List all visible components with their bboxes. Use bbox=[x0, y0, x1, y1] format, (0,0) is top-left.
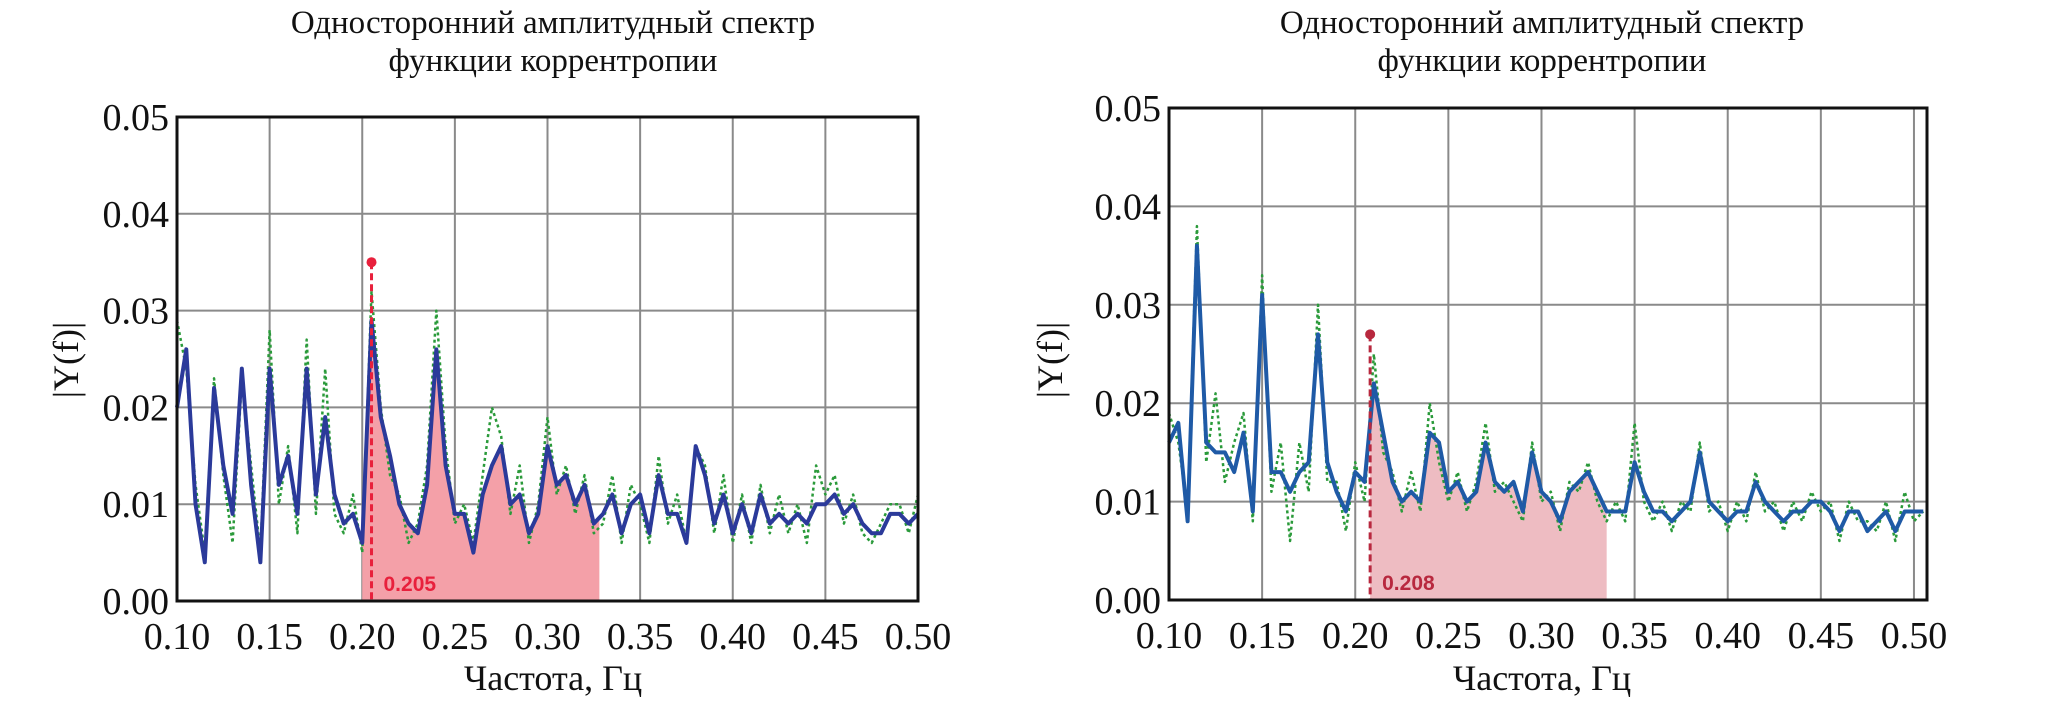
y-tick-label: 0.00 bbox=[1095, 580, 1162, 622]
chart-left: Односторонний амплитудный спектр функции… bbox=[46, 5, 815, 698]
x-tick-label: 0.50 bbox=[885, 616, 952, 658]
y-tick-label: 0.00 bbox=[103, 581, 170, 623]
y-tick-label: 0.02 bbox=[1095, 383, 1162, 425]
chart-title-line2: функции коррентропии bbox=[1378, 43, 1707, 79]
y-tick-label: 0.04 bbox=[103, 194, 170, 236]
plot-area: 0.10 0.15 0.20 0.25 0.30 0.35 0.40 0.45 0.50 0.00… bbox=[1095, 88, 1948, 657]
plot-frame bbox=[175, 115, 920, 603]
y-axis-label: |Y(f)| bbox=[46, 322, 86, 398]
chart-title-line1: Односторонний амплитудный спектр bbox=[291, 5, 815, 41]
x-tick-label: 0.20 bbox=[329, 616, 396, 658]
x-tick-label: 0.15 bbox=[1229, 615, 1296, 657]
x-tick-label: 0.45 bbox=[792, 616, 859, 658]
peak-marker-dot bbox=[1365, 329, 1376, 340]
y-axis-label: |Y(f)| bbox=[1030, 322, 1070, 398]
x-tick-label: 0.10 bbox=[1136, 615, 1203, 657]
x-tick-label: 0.35 bbox=[607, 616, 674, 658]
peak-marker-label: 0.205 bbox=[384, 573, 437, 596]
chart-right: Односторонний амплитудный спектр функции… bbox=[1030, 5, 1804, 698]
x-axis-label: Частота, Гц bbox=[1453, 658, 1631, 698]
peak-marker-dot bbox=[366, 257, 377, 268]
x-tick-label: 0.20 bbox=[1322, 615, 1389, 657]
x-axis-label: Частота, Гц bbox=[464, 658, 642, 698]
x-tick-label: 0.50 bbox=[1881, 615, 1948, 657]
x-tick-label: 0.40 bbox=[1694, 615, 1761, 657]
plot-area: 0.10 0.15 0.20 0.25 0.30 0.35 0.40 0.45 0.50 0.00… bbox=[103, 97, 952, 658]
y-tick-label: 0.03 bbox=[103, 291, 170, 333]
highlight-region bbox=[362, 320, 600, 601]
plot-frame bbox=[1167, 106, 1929, 602]
x-tick-label: 0.35 bbox=[1601, 615, 1668, 657]
x-tick-label: 0.40 bbox=[700, 616, 767, 658]
y-tick-label: 0.01 bbox=[103, 484, 170, 526]
x-tick-label: 0.30 bbox=[1508, 615, 1575, 657]
peak-marker-label: 0.208 bbox=[1382, 572, 1435, 595]
x-tick-label: 0.25 bbox=[422, 616, 489, 658]
y-tick-label: 0.05 bbox=[103, 97, 170, 139]
x-tick-label: 0.30 bbox=[514, 616, 581, 658]
y-tick-label: 0.05 bbox=[1095, 88, 1162, 130]
chart-title-line2: функции коррентропии bbox=[389, 43, 718, 79]
chart-title-line1: Односторонний амплитудный спектр bbox=[1280, 5, 1804, 41]
y-tick-label: 0.02 bbox=[103, 387, 170, 429]
y-tick-label: 0.01 bbox=[1095, 482, 1162, 524]
series-line-spectrum-smoothed bbox=[1167, 243, 1924, 534]
x-tick-label: 0.45 bbox=[1788, 615, 1855, 657]
x-tick-label: 0.25 bbox=[1415, 615, 1482, 657]
x-tick-label: 0.10 bbox=[144, 616, 211, 658]
series-line-spectrum-smoothed bbox=[175, 318, 920, 565]
y-tick-label: 0.04 bbox=[1095, 186, 1162, 228]
y-tick-label: 0.03 bbox=[1095, 285, 1162, 327]
x-tick-label: 0.15 bbox=[236, 616, 303, 658]
